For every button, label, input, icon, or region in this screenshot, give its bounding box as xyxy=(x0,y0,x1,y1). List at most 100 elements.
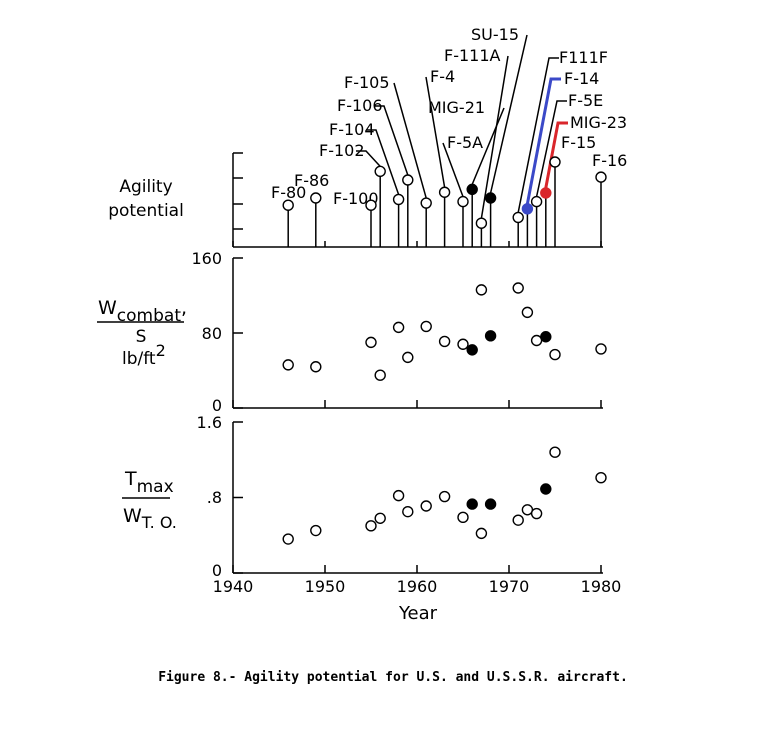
thrust-weight-point-5 xyxy=(402,505,414,518)
agility-leader-f-4 xyxy=(425,76,446,188)
wing-loading-point-15 xyxy=(540,331,552,343)
x-tick-labels: 1940 1950 1960 1970 1980 xyxy=(213,577,622,596)
thrust-weight-point-0 xyxy=(282,533,294,545)
agility-point-f-104 xyxy=(392,193,405,206)
agility-panel: Agility potential F-80F-86F-100F-102F-10… xyxy=(108,25,627,248)
wing-loading-point-0 xyxy=(282,359,294,371)
thrust-weight-y-tick-label: 1.6 xyxy=(197,413,222,432)
wing-loading-point-11 xyxy=(484,330,497,342)
agility-leader-f-102 xyxy=(356,150,381,167)
agility-leader-f-106 xyxy=(374,105,409,176)
agility-leader-f-5e xyxy=(535,100,567,197)
thrust-weight-point-4 xyxy=(392,489,405,502)
agility-point-mig-23 xyxy=(540,187,552,199)
wing-loading-axes: 160 80 0 xyxy=(191,249,603,415)
wing-loading-ylabel-den: S xyxy=(136,327,147,347)
agility-label-f-104: F-104 xyxy=(329,120,375,139)
agility-point-f-105 xyxy=(420,197,432,209)
agility-leader-f-14 xyxy=(525,77,561,205)
agility-point-f-5e xyxy=(530,195,543,208)
thrust-weight-point-8 xyxy=(457,511,469,524)
wing-loading-ylabel-unit-sup: 2 xyxy=(156,341,166,360)
thrust-weight-point-9 xyxy=(466,498,478,510)
agility-point-f-106 xyxy=(402,174,414,186)
agility-label-f-14: F-14 xyxy=(564,69,599,88)
agility-point-f-16 xyxy=(595,171,607,183)
agility-point-f111f xyxy=(512,211,524,224)
thrust-weight-axes: 1.6 .8 0 xyxy=(197,413,603,580)
agility-leader-f111f xyxy=(517,57,559,213)
wing-loading-point-12 xyxy=(512,282,524,294)
thrust-weight-ylabel-w-sub: T. O. xyxy=(141,513,177,532)
thrust-weight-ylabel-t: T xyxy=(124,468,137,490)
thrust-weight-point-12 xyxy=(512,514,524,526)
thrust-weight-point-1 xyxy=(310,524,322,537)
wing-loading-y-tick-label: 0 xyxy=(212,396,222,415)
agility-leader-f-5a xyxy=(442,142,464,197)
thrust-weight-point-3 xyxy=(374,512,386,524)
x-tick-label-1970: 1970 xyxy=(489,577,530,596)
figure-caption: Figure 8.- Agility potential for U.S. an… xyxy=(158,670,628,685)
wing-loading-point-4 xyxy=(392,321,405,334)
agility-label-su-15: SU-15 xyxy=(471,25,519,44)
agility-label-f111f: F111F xyxy=(559,48,608,67)
wing-loading-point-6 xyxy=(420,320,432,333)
x-axis-label: Year xyxy=(398,603,438,624)
agility-leader-f-104 xyxy=(366,129,400,195)
agility-label-f-4: F-4 xyxy=(430,67,455,86)
agility-markers xyxy=(282,156,607,229)
agility-stems xyxy=(287,162,602,247)
wing-loading-ylabel-w: W xyxy=(98,297,117,319)
thrust-weight-point-2 xyxy=(365,520,377,532)
agility-ylabel-line1: Agility xyxy=(119,177,172,197)
agility-label-f-5a: F-5A xyxy=(447,133,483,152)
wing-loading-point-8 xyxy=(457,338,469,350)
wing-loading-ylabel-sub: combat xyxy=(117,306,182,326)
agility-label-f-102: F-102 xyxy=(319,141,365,160)
x-tick-label-1950: 1950 xyxy=(305,577,346,596)
wing-loading-point-5 xyxy=(402,351,414,364)
thrust-weight-ylabel-num: Tmax xyxy=(124,468,174,497)
wing-loading-ylabel-num: Wcombat, xyxy=(98,297,187,326)
wing-loading-point-13 xyxy=(521,306,534,319)
x-tick-label-1980: 1980 xyxy=(581,577,622,596)
agility-point-f-111a xyxy=(475,217,488,229)
x-tick-label-1960: 1960 xyxy=(397,577,438,596)
wing-loading-point-1 xyxy=(310,361,322,373)
agility-point-mig-21 xyxy=(466,183,478,196)
wing-loading-point-7 xyxy=(438,335,451,348)
agility-label-f-16: F-16 xyxy=(592,151,627,170)
wing-loading-point-3 xyxy=(374,369,386,381)
thrust-weight-point-6 xyxy=(420,500,432,512)
thrust-weight-point-10 xyxy=(475,527,488,540)
agility-ylabel-line2: potential xyxy=(108,201,184,221)
agility-point-su-15 xyxy=(484,192,497,204)
thrust-weight-panel: Tmax WT. O. 1.6 .8 0 xyxy=(122,413,607,580)
wing-loading-ylabel: Wcombat, S lb/ft2 xyxy=(97,297,187,369)
thrust-weight-ylabel-den: WT. O. xyxy=(123,505,177,532)
agility-leader-mig-23 xyxy=(544,121,568,189)
agility-point-f-15 xyxy=(549,156,561,168)
wing-loading-y-tick-label: 160 xyxy=(191,249,222,268)
agility-point-f-14 xyxy=(521,203,534,215)
agility-label-f-86: F-86 xyxy=(294,171,329,190)
thrust-weight-y-tick-label: .8 xyxy=(207,488,222,507)
agility-point-f-80 xyxy=(282,199,294,211)
agility-label-f-111a: F-111A xyxy=(444,46,501,65)
thrust-weight-y-tick-label: 0 xyxy=(212,561,222,580)
wing-loading-point-17 xyxy=(595,343,607,355)
wing-loading-point-10 xyxy=(475,284,488,296)
thrust-weight-point-13 xyxy=(521,504,534,516)
wing-loading-ylabel-unit: lb/ft2 xyxy=(122,341,166,369)
agility-label-mig-23: MIG-23 xyxy=(570,113,627,132)
agility-leader-f-105 xyxy=(393,82,427,199)
wing-loading-ylabel-comma: , xyxy=(181,297,187,319)
wing-loading-point-16 xyxy=(549,348,561,361)
agility-leader-mig-21 xyxy=(471,107,505,185)
thrust-weight-ylabel: Tmax WT. O. xyxy=(122,468,177,532)
thrust-weight-point-14 xyxy=(530,507,543,520)
wing-loading-y-tick-label: 80 xyxy=(202,324,222,343)
thrust-weight-point-11 xyxy=(484,498,497,510)
thrust-weight-markers xyxy=(282,446,607,545)
